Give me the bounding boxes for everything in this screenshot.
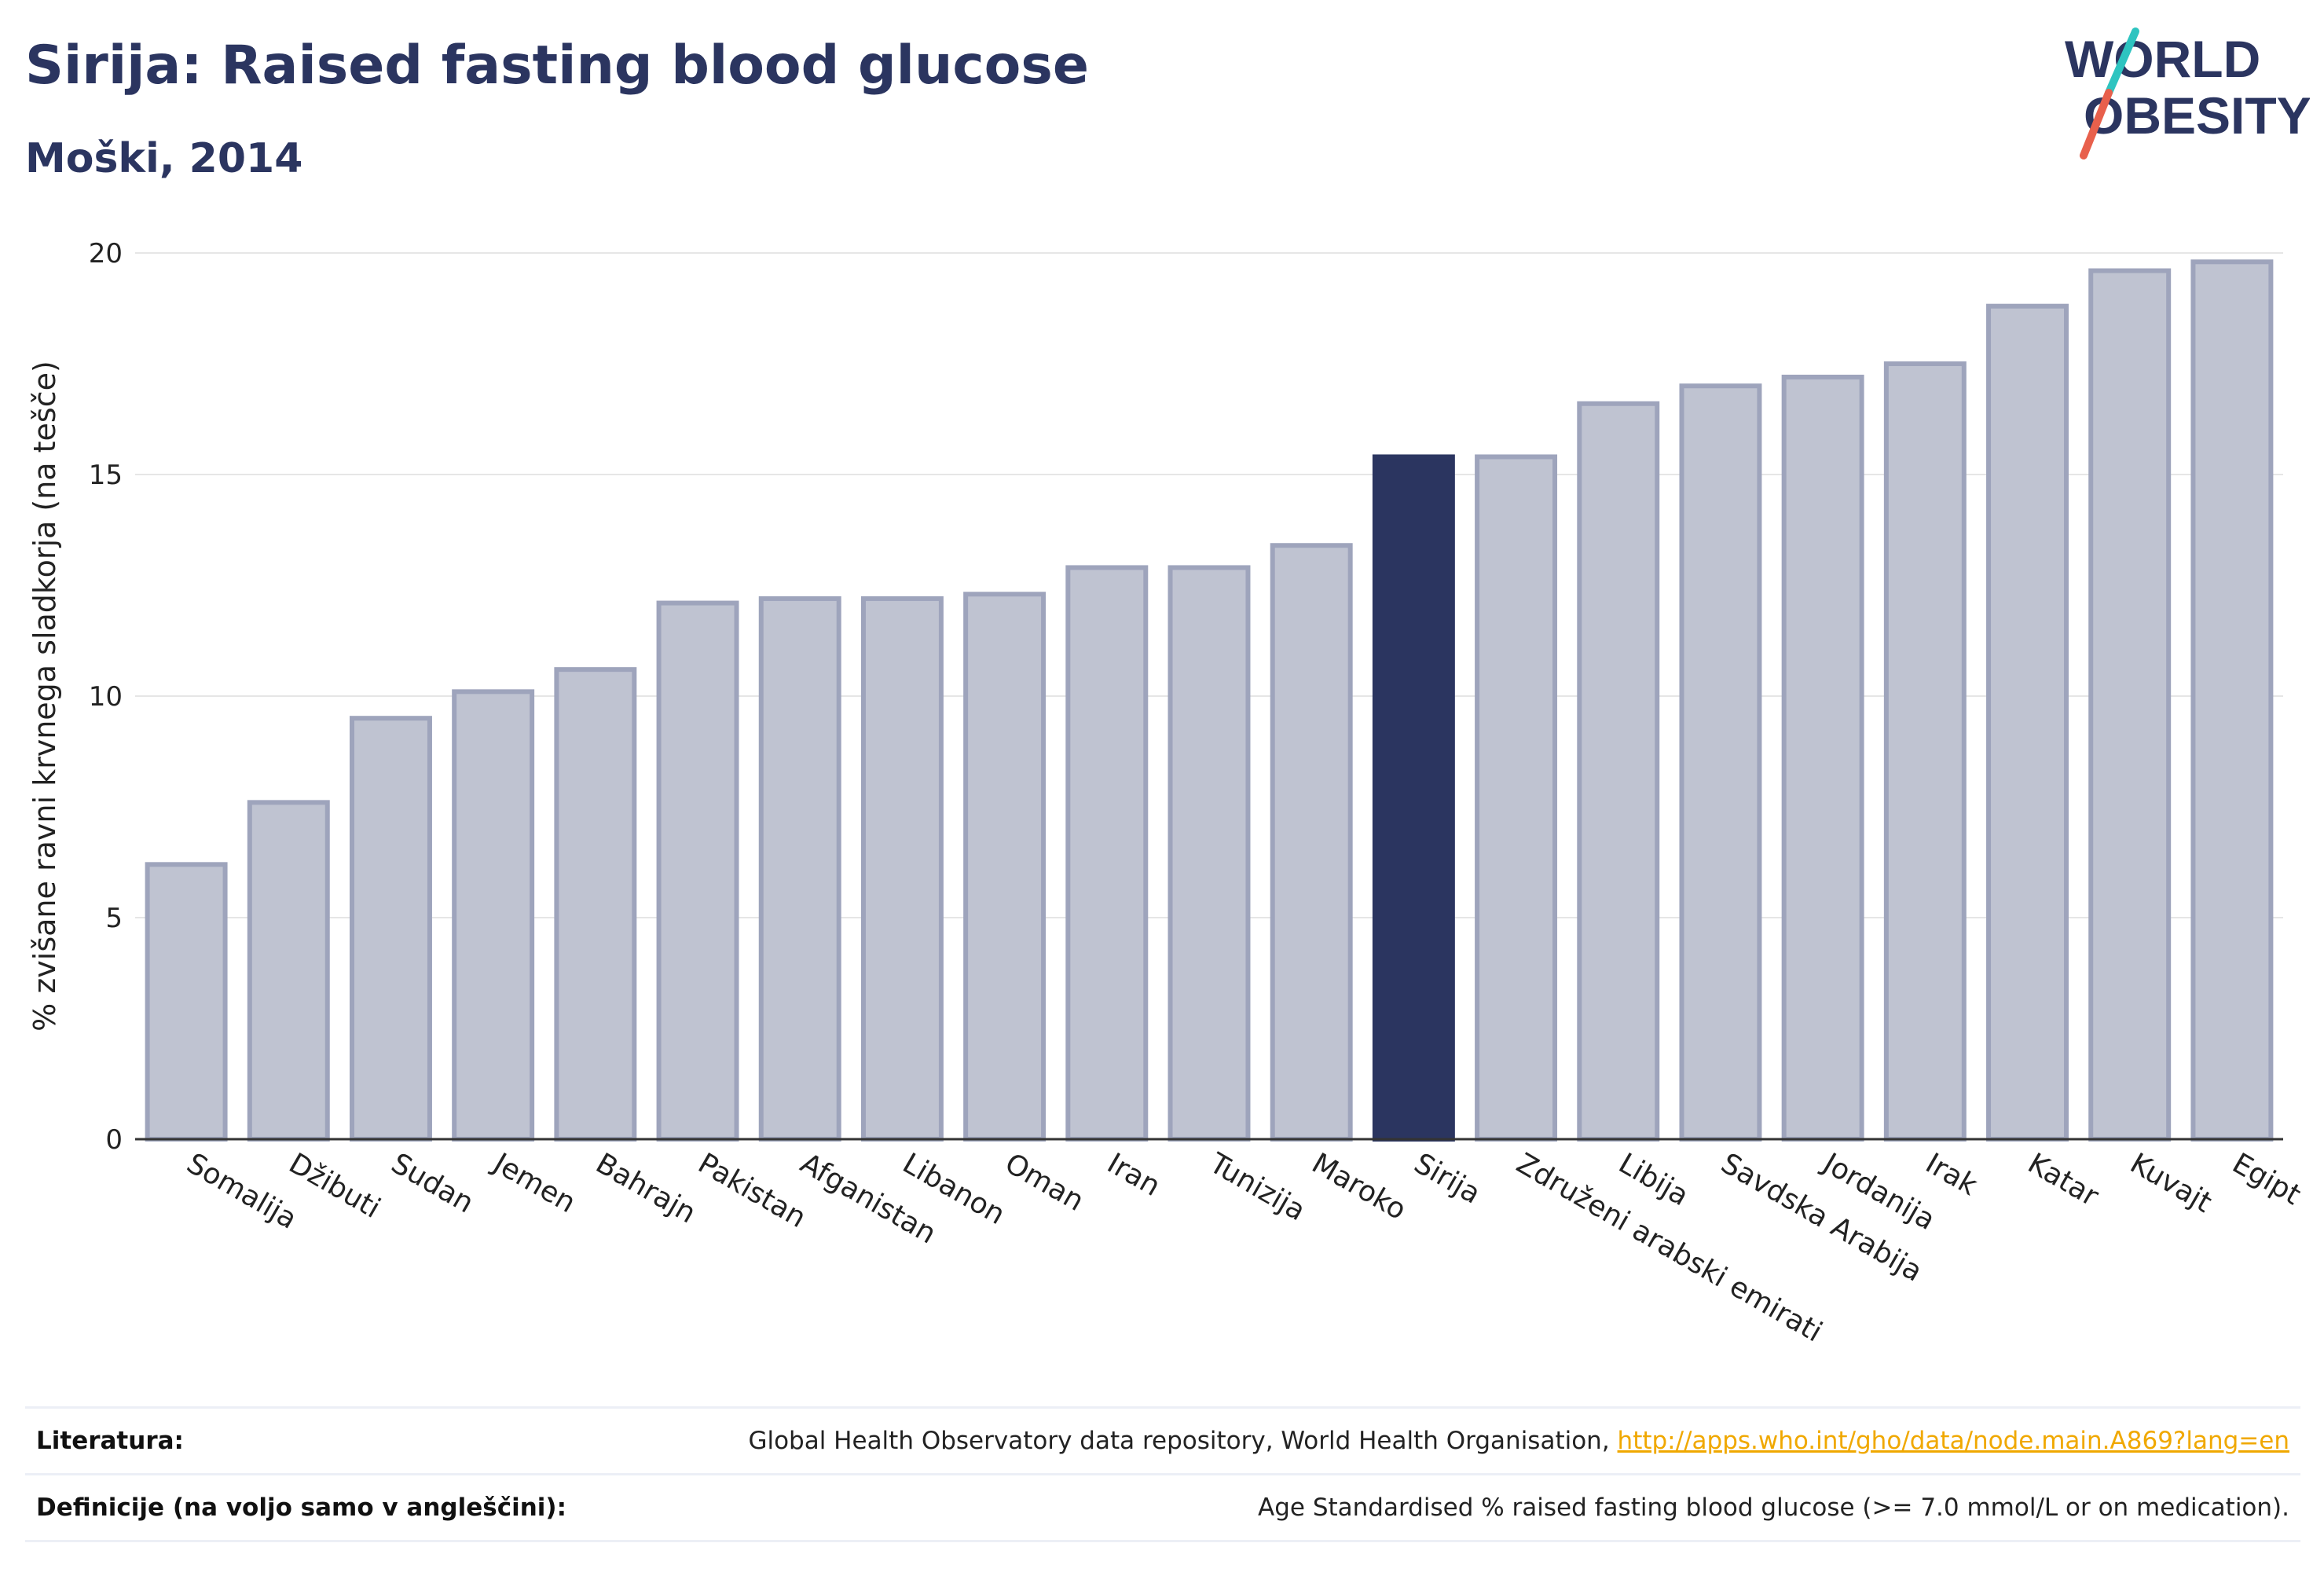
bar-irak	[1883, 361, 1967, 1142]
y-tick-label: 20	[89, 238, 123, 269]
logo-slash-red	[2080, 89, 2113, 159]
logo-line-1: WORLD	[2065, 30, 2260, 88]
bar-oman	[963, 592, 1047, 1142]
bar-maroko	[1270, 543, 1353, 1142]
bar-iran	[1065, 565, 1149, 1142]
bar-somalija	[145, 862, 228, 1142]
x-tick-label: Iran	[1102, 1147, 1165, 1203]
bar-sirija	[1372, 454, 1455, 1142]
bar-jemen	[452, 689, 535, 1142]
bar-bahrajn	[554, 667, 637, 1142]
x-tick-label: Oman	[999, 1147, 1089, 1218]
logo-line-2: OBESITY	[2084, 86, 2310, 145]
bar-egipt	[2190, 259, 2274, 1142]
x-tick-label: Sirija	[1409, 1147, 1486, 1210]
x-tick-label: Maroko	[1307, 1147, 1412, 1226]
reference-value: Age Standardised % raised fasting blood …	[1258, 1494, 2289, 1522]
x-tick-label: Irak	[1920, 1147, 1983, 1202]
reference-text: Global Health Observatory data repositor…	[748, 1427, 1618, 1455]
y-tick-label: 0	[105, 1124, 123, 1156]
reference-link[interactable]: http://apps.who.int/gho/data/node.main.A…	[1617, 1427, 2289, 1455]
bar-kuvajt	[2088, 268, 2172, 1142]
bar-savdska-arabija	[1679, 383, 1762, 1142]
x-tick-label: Sudan	[386, 1147, 479, 1219]
bar-združeni-arabski-emirati	[1475, 454, 1558, 1142]
x-tick-label: Katar	[2022, 1147, 2104, 1213]
reference-row-definitions: Definicije (na voljo samo v angleščini):…	[25, 1473, 2300, 1542]
x-tick-label: Egipt	[2227, 1147, 2306, 1211]
world-obesity-logo: WORLD OBESITY	[2043, 24, 2311, 165]
y-tick-label: 15	[89, 460, 123, 491]
bar-pakistan	[656, 600, 739, 1142]
bar-chart: 0 5 10 15 20 Somalija Džibuti Sudan Jemen Bahrajn…	[27, 238, 2306, 1349]
page-subtitle: Moški, 2014	[25, 135, 303, 182]
reference-label: Definicije (na voljo samo v angleščini):	[36, 1494, 566, 1522]
x-tick-label: Pakistan	[693, 1147, 812, 1234]
bar-afganistan	[758, 596, 841, 1142]
bar-sudan	[350, 716, 432, 1142]
y-axis-title: % zvišane ravni krvnega sladkorja (na te…	[27, 361, 62, 1032]
y-tick-label: 10	[89, 681, 123, 713]
logo-slash-teal	[2105, 27, 2139, 97]
x-tick-label: Libija	[1613, 1147, 1694, 1212]
x-tick-label: Kuvajt	[2124, 1147, 2217, 1219]
bar-katar	[1986, 303, 2069, 1142]
bar-džibuti	[247, 800, 330, 1142]
bar-jordanija	[1781, 374, 1864, 1142]
bar-tunizija	[1167, 565, 1251, 1142]
bar-libanon	[860, 596, 944, 1142]
y-tick-label: 5	[105, 903, 123, 934]
reference-row-literature: Literatura: Global Health Observatory da…	[25, 1406, 2300, 1473]
x-tick-label: Jemen	[486, 1146, 581, 1219]
x-tick-label: Tunizija	[1204, 1147, 1311, 1228]
page-title: Sirija: Raised fasting blood glucose	[25, 35, 1089, 97]
reference-value: Global Health Observatory data repositor…	[748, 1427, 2300, 1455]
x-tick-label: Bahrajn	[590, 1147, 701, 1230]
x-tick-label: Somalija	[181, 1147, 302, 1236]
reference-label: Literatura:	[36, 1427, 184, 1455]
references-table: Literatura: Global Health Observatory da…	[25, 1406, 2300, 1542]
bar-libija	[1577, 401, 1660, 1142]
